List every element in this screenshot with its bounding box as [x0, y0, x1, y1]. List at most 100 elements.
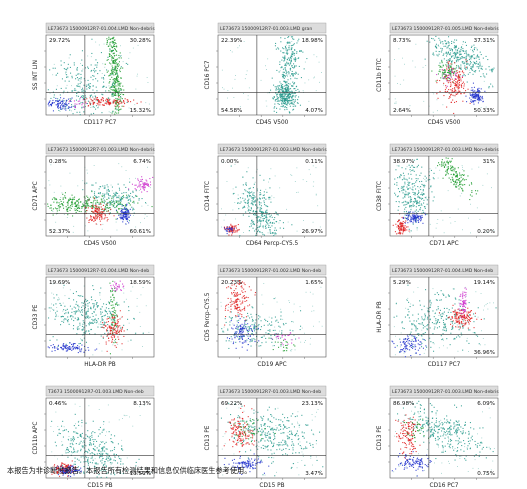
event-dot: [119, 200, 121, 202]
event-dot: [266, 205, 268, 207]
event-dot: [287, 93, 289, 95]
event-dot: [402, 189, 404, 191]
event-dot: [104, 207, 106, 209]
event-dot: [114, 194, 116, 196]
event-dot: [73, 313, 75, 315]
event-dot: [293, 58, 295, 60]
event-dot: [286, 89, 288, 91]
event-dot: [126, 197, 128, 199]
event-dot: [93, 303, 95, 305]
event-dot: [111, 317, 113, 319]
event-dot: [56, 307, 58, 308]
event-dot: [439, 66, 441, 68]
event-dot: [115, 100, 117, 102]
event-dot: [290, 56, 292, 58]
event-dot: [85, 207, 87, 209]
event-dot: [114, 320, 116, 322]
event-dot: [62, 345, 64, 347]
event-dot: [315, 167, 317, 169]
event-dot: [60, 100, 62, 102]
event-dot: [258, 315, 260, 317]
event-dot: [260, 336, 262, 338]
event-dot: [445, 74, 447, 76]
event-dot: [124, 211, 126, 213]
event-dot: [275, 89, 277, 91]
event-dot: [116, 71, 118, 73]
event-dot: [86, 169, 88, 171]
event-dot: [285, 100, 287, 102]
event-dot: [404, 181, 406, 183]
event-dot: [101, 93, 103, 95]
event-dot: [263, 191, 265, 193]
event-dot: [265, 337, 267, 339]
event-dot: [261, 214, 263, 216]
event-dot: [111, 112, 113, 114]
event-dot: [403, 178, 405, 180]
event-dot: [281, 66, 283, 68]
event-dot: [129, 214, 131, 216]
event-dot: [105, 325, 107, 327]
event-dot: [444, 69, 446, 71]
event-dot: [439, 164, 441, 166]
event-dot: [279, 187, 281, 189]
event-dot: [303, 220, 304, 221]
event-dot: [265, 320, 267, 322]
event-dot: [230, 317, 232, 319]
event-dot: [105, 207, 107, 209]
event-dot: [114, 312, 116, 314]
event-dot: [417, 217, 419, 219]
event-dot: [254, 339, 256, 341]
quadrant-percent-tr: 18.59%: [130, 280, 151, 286]
event-dot: [113, 199, 115, 201]
event-dot: [284, 68, 286, 70]
event-dot: [443, 78, 445, 80]
event-dot: [454, 168, 456, 170]
event-dot: [237, 224, 239, 226]
event-dot: [278, 90, 280, 92]
event-dot: [449, 49, 451, 51]
event-dot: [116, 200, 118, 202]
event-dot: [71, 201, 73, 203]
event-dot: [71, 194, 73, 196]
event-dot: [129, 181, 131, 183]
event-dot: [451, 50, 453, 52]
event-dot: [115, 70, 117, 72]
event-dot: [62, 347, 64, 349]
event-dot: [426, 213, 428, 215]
event-dot: [79, 350, 81, 352]
event-dot: [63, 62, 65, 64]
event-dot: [52, 308, 53, 310]
event-dot: [275, 48, 277, 50]
event-dot: [469, 60, 471, 62]
event-dot: [80, 309, 82, 311]
event-dot: [86, 210, 88, 212]
event-dot: [282, 73, 284, 75]
event-dot: [92, 303, 94, 305]
event-dot: [459, 57, 461, 59]
event-dot: [99, 308, 101, 310]
event-dot: [121, 218, 123, 220]
event-dot: [144, 185, 146, 187]
event-dot: [90, 56, 92, 58]
event-dot: [259, 316, 261, 318]
event-dot: [474, 71, 476, 73]
event-dot: [77, 200, 79, 202]
event-dot: [85, 313, 87, 315]
event-dot: [112, 195, 114, 197]
event-dot: [131, 183, 133, 185]
event-dot: [261, 213, 263, 215]
event-dot: [108, 97, 110, 99]
event-dot: [111, 95, 113, 97]
event-dot: [67, 311, 69, 313]
event-dot: [101, 326, 103, 328]
event-dot: [132, 190, 134, 192]
event-dot: [142, 346, 143, 347]
event-dot: [441, 48, 443, 50]
event-dot: [110, 330, 112, 332]
event-dot: [421, 194, 423, 196]
event-dot: [457, 208, 459, 210]
event-dot: [87, 308, 89, 310]
event-dot: [415, 220, 417, 222]
event-dot: [67, 316, 69, 318]
event-dot: [111, 71, 113, 73]
